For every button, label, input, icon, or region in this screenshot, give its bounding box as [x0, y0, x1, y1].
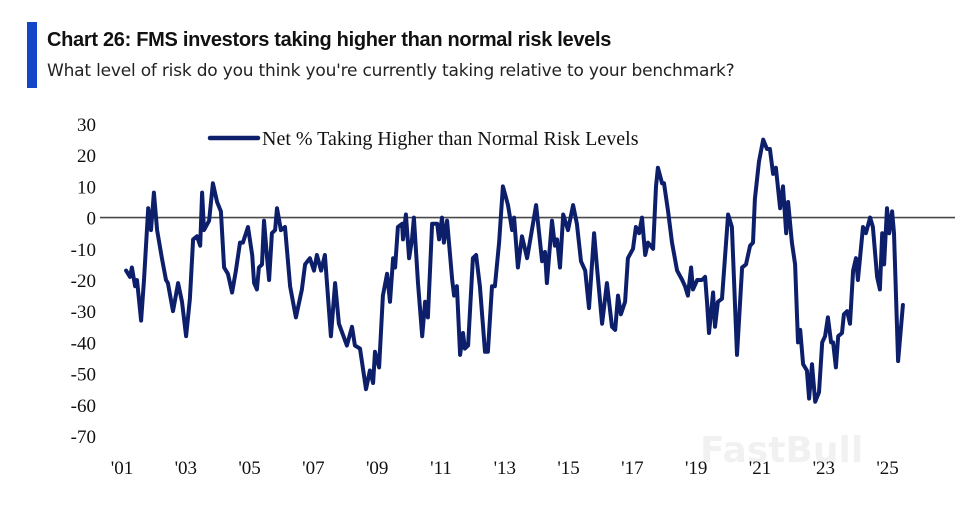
x-tick-label: '17	[621, 458, 643, 479]
x-tick-label: '11	[430, 458, 452, 479]
y-tick-label: -50	[71, 365, 96, 386]
x-tick-label: '03	[175, 458, 197, 479]
x-tick-label: '09	[366, 458, 388, 479]
x-tick-label: '19	[685, 458, 707, 479]
x-tick-label: '13	[494, 458, 516, 479]
y-tick-label: 0	[87, 209, 97, 230]
y-tick-label: 10	[77, 177, 96, 198]
y-tick-label: -60	[71, 396, 96, 417]
x-tick-label: '23	[813, 458, 835, 479]
x-axis-ticks: '01 '03 '05 '07 '09 '11 '13 '15 '17 '19 '21 '23 '25	[111, 458, 899, 479]
x-tick-label: '25	[876, 458, 898, 479]
legend-label: Net % Taking Higher than Normal Risk Lev…	[262, 128, 639, 150]
y-tick-label: -30	[71, 302, 96, 323]
y-tick-label: -40	[71, 333, 96, 354]
y-tick-label: 30	[77, 115, 96, 136]
y-tick-label: -10	[71, 240, 96, 261]
chart-subtitle: What level of risk do you think you're c…	[47, 61, 735, 81]
chart-title: Chart 26: FMS investors taking higher th…	[47, 29, 612, 51]
x-tick-label: '07	[302, 458, 324, 479]
series-line-net-risk	[124, 137, 905, 404]
legend: Net % Taking Higher than Normal Risk Lev…	[207, 128, 639, 150]
y-axis-ticks: 30 20 10 0 -10 -20 -30 -40 -50 -60 -70	[71, 115, 96, 448]
x-tick-label: '21	[749, 458, 771, 479]
y-tick-label: 20	[77, 146, 96, 167]
x-tick-label: '01	[111, 458, 133, 479]
title-accent-bar	[27, 22, 37, 88]
watermark-logo: FastBull	[700, 430, 863, 471]
y-tick-label: -70	[71, 427, 96, 448]
y-tick-label: -20	[71, 271, 96, 292]
x-tick-label: '15	[557, 458, 579, 479]
x-tick-label: '05	[238, 458, 260, 479]
